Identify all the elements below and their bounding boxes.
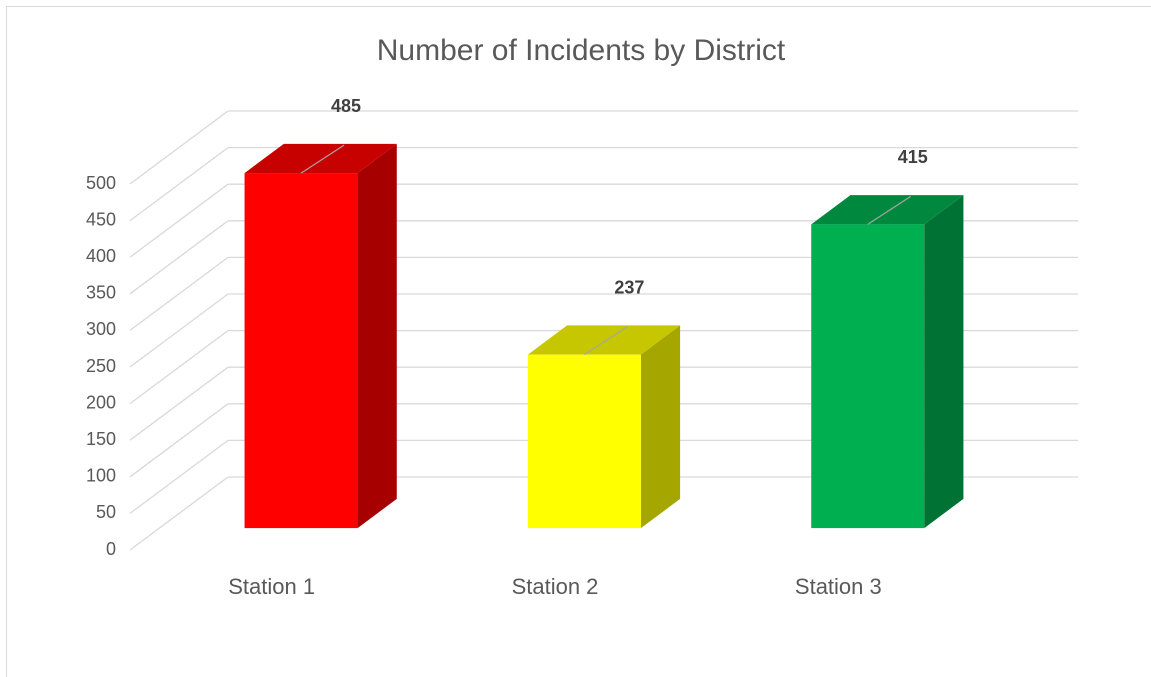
data-label: 485 [331,96,361,116]
bar-side [640,325,681,529]
y-tick-label: 100 [86,466,116,486]
y-tick-label: 0 [106,539,116,559]
bar [527,354,641,529]
grid-line [129,293,229,368]
grid-line [129,183,229,258]
data-label: 237 [614,277,644,297]
bar-top [811,195,964,225]
y-tick-label: 200 [86,392,116,412]
y-tick-label: 150 [86,429,116,449]
bar-top [527,325,681,355]
grid-line [129,366,229,441]
grid-line [129,220,229,295]
y-tick-label: 500 [86,173,116,193]
bar [244,173,358,529]
grid-line [129,476,229,551]
leader-line [300,144,345,174]
y-tick-label: 350 [86,283,116,303]
x-tick-label: Station 1 [228,574,315,599]
grid-line [129,403,229,478]
bar-side [924,195,964,529]
grid-line [129,110,229,185]
chart-title: Number of Incidents by District [377,34,786,67]
y-tick-label: 250 [86,356,116,376]
grid-line [129,330,229,405]
grid-line [129,147,229,222]
grid-line [129,256,229,331]
y-tick-label: 450 [86,209,116,229]
x-tick-label: Station 3 [795,574,882,599]
y-tick-label: 400 [86,246,116,266]
data-label: 415 [898,147,928,167]
bar [811,224,925,529]
grid-line [129,439,229,514]
bar-top [244,143,397,174]
y-tick-label: 300 [86,319,116,339]
leader-line [867,195,912,225]
leader-line [584,326,628,356]
x-tick-label: Station 2 [512,574,599,599]
bar-side [357,143,397,529]
y-tick-label: 50 [96,502,116,522]
